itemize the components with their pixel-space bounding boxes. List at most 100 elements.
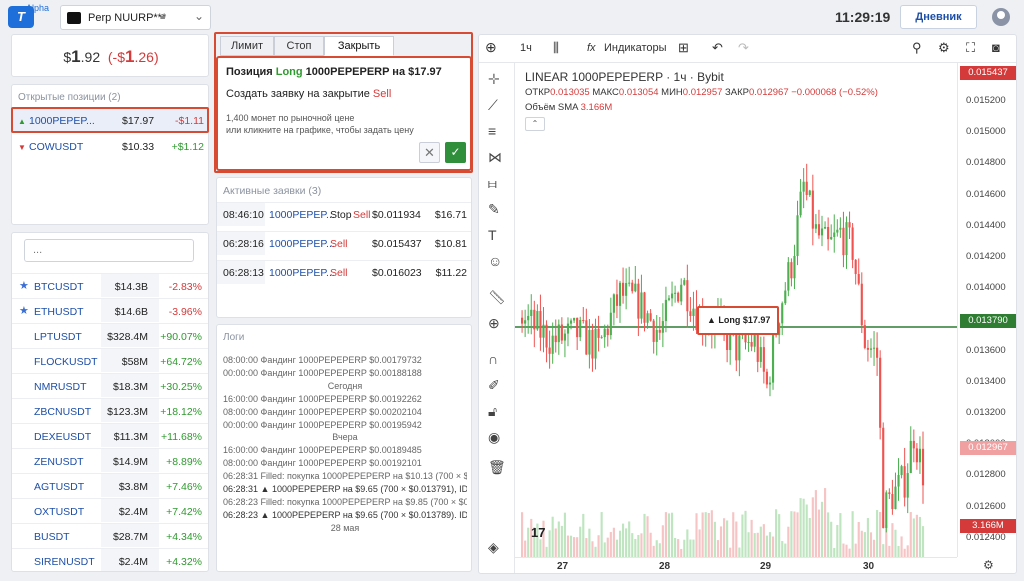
volume-bar [573,537,576,557]
watchlist-row[interactable]: AGTUSDT $3.8M +7.46% [12,473,208,497]
pattern-icon[interactable]: ⋈ [488,149,502,165]
tab-close[interactable]: Закрыть [324,36,394,56]
star-icon[interactable]: ★ [19,280,29,292]
volume-bar [802,498,805,557]
volume-bar [701,512,704,557]
watchlist-row[interactable]: ZBCNUSDT $123.3M +18.12% [12,398,208,422]
candle [652,318,655,354]
order-row[interactable]: 06:28:13 1000PEPEP... Sell $0.016023 $11.22 [217,260,471,284]
long-position-label[interactable]: ▲ Long $17.97 [697,306,779,335]
volume-bar [836,524,839,557]
watchlist-search-input[interactable]: ... [24,239,194,262]
volume-bar [799,498,802,557]
collapse-legend-button[interactable]: ⌃ [525,117,545,131]
watchlist-row[interactable]: ★ ETHUSDT $14.6B -3.96% [12,298,208,322]
layouts-icon[interactable]: ⊞ [678,40,689,55]
add-symbol-icon[interactable]: ⊕ [485,39,497,55]
volume-bar [655,540,658,557]
cancel-button[interactable]: ✕ [419,142,440,163]
volume-bar [634,538,637,557]
candle [615,279,619,319]
tab-stop[interactable]: Стоп [274,36,324,56]
text-icon[interactable]: T [488,227,497,243]
tab-limit[interactable]: Лимит [220,36,274,56]
brush-icon[interactable]: ✎ [488,201,500,217]
position-row[interactable]: ▲ 1000PEPEP... $17.97 -$1.11 [12,109,208,133]
layers-icon[interactable]: ◈ [488,539,499,555]
fx-icon[interactable]: fx [587,42,596,54]
interval-button[interactable]: 1ч [520,42,532,54]
watchlist-row[interactable]: ZENUSDT $14.9M +8.89% [12,448,208,472]
candle [689,296,692,322]
candle [872,331,876,366]
screenshot-camera-icon[interactable]: ◙ [992,40,1000,55]
candle [839,217,842,238]
watchlist-row[interactable]: BUSDT $28.7M +4.34% [12,523,208,547]
lock-icon[interactable]: 🔓︎ [488,403,498,419]
candle [784,282,787,306]
magnet-icon[interactable]: ∩ [488,351,499,367]
order-row[interactable]: 06:28:16 1000PEPEP... Sell $0.015437 $10.81 [217,231,471,255]
confirm-button[interactable]: ✓ [445,142,466,163]
watchlist-row[interactable]: OXTUSDT $2.4M +7.42% [12,498,208,522]
volume-bar [628,521,631,557]
quick-search-icon[interactable]: ⚲ [912,40,922,55]
order-panel-highlight [214,32,473,173]
emoji-icon[interactable]: ☺ [488,253,503,269]
account-selector[interactable]: Perp NUURP*** 🔒︎ ⌄ [60,5,211,30]
candle [735,331,738,372]
crosshair-icon[interactable]: ✛ [488,71,500,87]
position-highlight [11,107,209,133]
volume-bar [710,510,713,557]
price-tick: 0.012400 [966,531,1006,543]
watchlist-row[interactable]: NMRUSDT $18.3M +30.25% [12,373,208,397]
volume-bar [900,536,903,557]
candle [768,376,772,397]
ruler-icon[interactable]: 📏︎ [488,289,506,305]
scale-settings-gear-icon[interactable]: ⚙ [983,558,994,572]
trash-icon[interactable]: 🗑︎ [488,459,506,475]
candle [869,338,873,358]
candle [569,318,573,330]
star-icon[interactable]: ★ [19,305,29,317]
watchlist-row[interactable]: DEXEUSDT $11.3M +11.68% [12,423,208,447]
account-name: Perp NUURP*** [88,12,167,24]
position-row[interactable]: ▼ COWUSDT $10.33 +$1.12 [18,141,204,153]
balance-card: $1.92 (-$1.26) [11,34,209,77]
candle [759,336,762,368]
volume-bar [597,535,600,557]
candle [851,222,854,269]
balance-value: $1.92 (-$1.26) [63,47,159,66]
trend-line-icon[interactable]: ⟋ [488,97,498,113]
volume-bar [557,521,560,557]
order-row[interactable]: 08:46:10 1000PEPEP... Stop Sell $0.011934 $16… [217,202,471,226]
log-entry: 06:28:23 ▲ 1000PEPEPERP на $9.65 (700 × … [223,509,467,520]
indicators-button[interactable]: Индикаторы [604,42,667,54]
candle [628,266,631,287]
horizontal-lines-icon[interactable]: ≡ [488,123,497,139]
price-scale[interactable]: 0.015200 0.015000 0.014800 0.014600 0.014400… [957,63,1016,557]
volume-bar [643,513,646,557]
app-logo[interactable]: T [8,6,34,28]
lock-drawing-icon[interactable]: ✐ [488,377,500,393]
candle [640,274,643,324]
candle [842,211,845,268]
fib-icon[interactable]: ⧦ [488,175,497,191]
zoom-in-icon[interactable]: ⊕ [488,315,500,331]
volume-bar [851,511,854,557]
volume-bar [591,541,594,557]
user-avatar-icon[interactable] [992,8,1010,26]
watchlist-row[interactable]: SIRENUSDT $2.4M +4.32% [12,548,208,571]
candle [618,280,622,323]
fullscreen-icon[interactable]: ⛶ [966,40,976,55]
redo-icon[interactable]: ↷ [738,40,749,55]
watchlist-row[interactable]: FLOCKUSDT $58M +64.72% [12,348,208,372]
settings-gear-icon[interactable]: ⚙ [938,40,950,55]
candle-type-icon[interactable]: ⫼ [553,40,559,55]
journal-button[interactable]: Дневник [900,5,977,29]
undo-icon[interactable]: ↶ [712,40,723,55]
volume-bar [808,517,811,557]
watchlist-row[interactable]: ★ BTCUSDT $14.3B -2.83% [12,273,208,297]
eye-icon[interactable]: ◉ [488,429,501,445]
watchlist-row[interactable]: LPTUSDT $328.4M +90.07% [12,323,208,347]
